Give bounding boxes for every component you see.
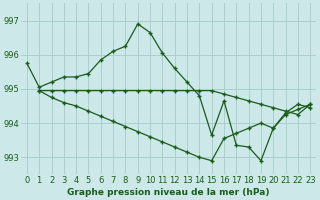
X-axis label: Graphe pression niveau de la mer (hPa): Graphe pression niveau de la mer (hPa): [67, 188, 270, 197]
